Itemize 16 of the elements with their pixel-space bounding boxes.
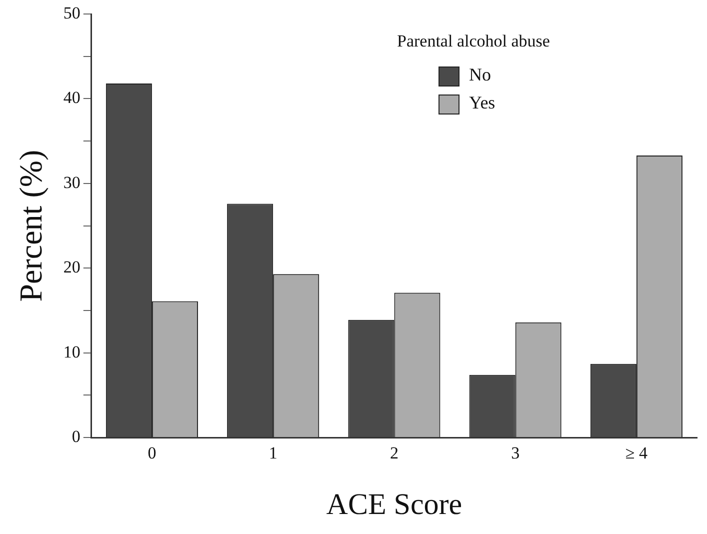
y-tick-label: 30 bbox=[63, 172, 80, 192]
x-tick-label: 1 bbox=[268, 443, 278, 462]
x-tick-label: 2 bbox=[390, 443, 398, 462]
y-tick-label: 0 bbox=[72, 427, 80, 446]
legend-label: Yes bbox=[469, 92, 496, 113]
legend-label: No bbox=[469, 64, 491, 85]
y-tick-label: 20 bbox=[63, 258, 80, 277]
y-tick-label: 40 bbox=[63, 88, 80, 108]
x-axis-title: ACE Score bbox=[326, 488, 462, 521]
y-axis-title: Percent (%) bbox=[12, 150, 49, 302]
y-tick-label: 10 bbox=[63, 342, 80, 362]
x-tick-label: ≥ 4 bbox=[625, 443, 648, 462]
legend-title: Parental alcohol abuse bbox=[397, 31, 550, 50]
x-tick-label: 0 bbox=[148, 443, 156, 462]
y-tick-label: 50 bbox=[63, 3, 80, 22]
x-tick-label: 3 bbox=[511, 443, 520, 462]
